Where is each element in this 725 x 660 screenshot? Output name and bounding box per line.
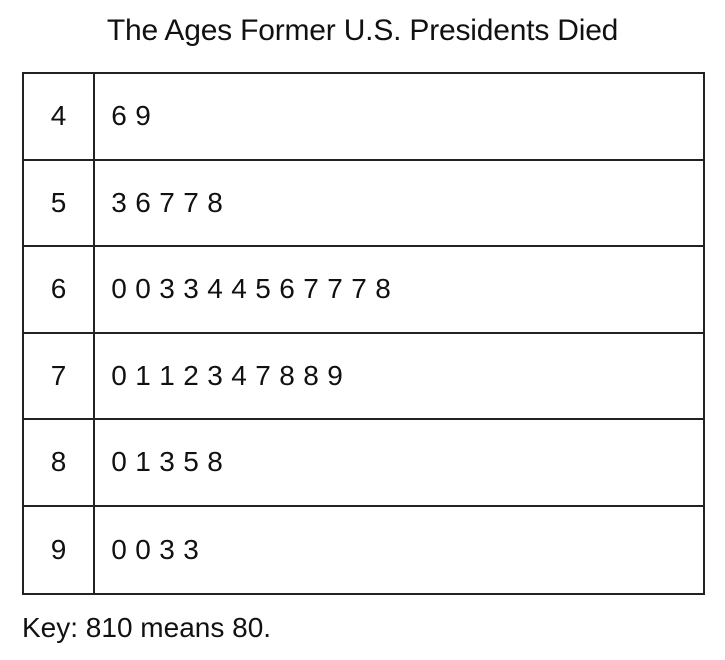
leaf-value: 3 xyxy=(183,273,199,305)
leaf-value: 0 xyxy=(111,273,127,305)
leaf-value: 7 xyxy=(159,186,175,218)
leaf-value: 7 xyxy=(327,273,343,305)
stem-value: 4 xyxy=(24,74,95,159)
leaf-value: 9 xyxy=(135,100,151,132)
leaf-value: 8 xyxy=(207,446,223,478)
stem-value: 8 xyxy=(24,420,95,505)
leaf-value: 3 xyxy=(159,533,175,565)
leaf-value: 0 xyxy=(135,533,151,565)
leaf-value: 0 xyxy=(135,273,151,305)
leaf-value: 6 xyxy=(279,273,295,305)
leaf-value: 0 xyxy=(111,446,127,478)
leaf-value: 7 xyxy=(183,186,199,218)
stem-value: 9 xyxy=(24,506,95,593)
leaf-value: 4 xyxy=(207,273,223,305)
leaf-value: 3 xyxy=(207,359,223,391)
leaf-value: 6 xyxy=(135,186,151,218)
chart-title: The Ages Former U.S. Presidents Died xyxy=(106,14,619,47)
leaf-value: 1 xyxy=(135,359,151,391)
stem-value: 5 xyxy=(24,160,95,245)
stem-value: 7 xyxy=(24,333,95,418)
leaf-value: 0 xyxy=(111,359,127,391)
leaf-value: 7 xyxy=(255,359,271,391)
leaf-value: 8 xyxy=(375,273,391,305)
leaf-value: 4 xyxy=(231,273,247,305)
leaf-value: 3 xyxy=(183,533,199,565)
leaf-value: 3 xyxy=(111,186,127,218)
leaf-value: 9 xyxy=(327,359,343,391)
plot-key: Key: 810 means 80. xyxy=(22,612,272,643)
stem-value: 6 xyxy=(24,247,95,332)
leaf-value: 1 xyxy=(135,446,151,478)
leaf-value: 4 xyxy=(231,359,247,391)
leaf-value: 0 xyxy=(111,533,127,565)
leaf-value: 7 xyxy=(303,273,319,305)
leaf-value: 3 xyxy=(159,446,175,478)
leaf-value: 7 xyxy=(351,273,367,305)
leaf-value: 5 xyxy=(183,446,199,478)
leaf-value: 8 xyxy=(279,359,295,391)
leaf-value: 2 xyxy=(183,359,199,391)
leaf-value: 3 xyxy=(159,273,175,305)
leaf-value: 5 xyxy=(255,273,271,305)
leaf-value: 1 xyxy=(159,359,175,391)
leaf-value: 6 xyxy=(111,100,127,132)
leaf-value: 8 xyxy=(207,186,223,218)
leaf-value: 8 xyxy=(303,359,319,391)
